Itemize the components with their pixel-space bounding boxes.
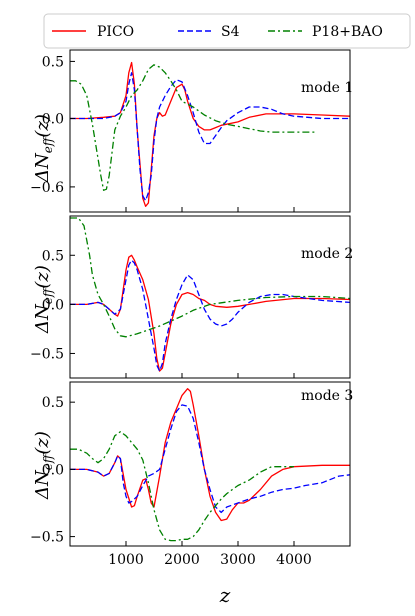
series-line-pico-mode-3 (70, 388, 350, 522)
series-line-s4-mode-2 (70, 259, 350, 372)
x-tick-label: 1000 (108, 552, 144, 568)
y-axis-label-2: ΔNeff(z) (32, 265, 55, 334)
plot-frame-mode-1 (69, 49, 351, 213)
panel-mode-1: mode 1 ΔNeff(z) 0.5 0.0 −0.6 (30, 49, 353, 213)
panel-mode-3: mode 3 ΔNeff(z) 0.5 0.0 −0.5 1000 2000 3000 40… (30, 381, 353, 568)
legend-label-p18-bao: P18+BAO (312, 24, 383, 40)
legend-label-s4: S4 (221, 24, 240, 40)
series-line-s4-mode-3 (70, 404, 350, 514)
panel-mode-2: mode 2 ΔNeff(z) 0.5 0.0 −0.5 (30, 215, 353, 379)
y-axis-label-3: ΔNeff(z) (32, 431, 55, 500)
panel-label-mode-3: mode 3 (301, 388, 353, 404)
y-tick-label: −0.5 (30, 530, 64, 546)
x-tick-label: 2000 (164, 552, 200, 568)
plot-frame-mode-2 (69, 215, 351, 379)
series-line-pico-mode-2 (70, 254, 350, 372)
panel-label-mode-1: mode 1 (301, 80, 353, 96)
legend-frame (43, 13, 411, 49)
series-line-p18-bao-mode-3 (70, 431, 294, 542)
y-tick-label: 0.5 (42, 54, 64, 70)
y-tick-label: 0.0 (42, 462, 64, 478)
plot-frame-mode-3 (69, 381, 351, 547)
legend-label-pico: PICO (97, 24, 134, 40)
y-tick-label: 0.5 (42, 395, 64, 411)
x-axis-label: z (219, 583, 231, 607)
x-tick-label: 3000 (220, 552, 256, 568)
y-tick-label: 0.5 (42, 248, 64, 264)
y-tick-label: −0.5 (30, 346, 64, 362)
series-line-pico-mode-1 (70, 61, 350, 207)
y-tick-label: 0.0 (42, 297, 64, 313)
series-line-p18-bao-mode-2 (70, 217, 350, 338)
y-axis-label-1: ΔNeff(z) (32, 114, 55, 183)
x-tick-label: 4000 (276, 552, 312, 568)
series-line-s4-mode-1 (70, 72, 350, 202)
y-tick-label: 0.0 (42, 111, 64, 127)
y-tick-label: −0.6 (30, 180, 64, 196)
panel-label-mode-2: mode 2 (301, 246, 353, 262)
legend: PICO S4 P18+BAO (43, 13, 411, 49)
series-line-p18-bao-mode-1 (70, 64, 317, 191)
